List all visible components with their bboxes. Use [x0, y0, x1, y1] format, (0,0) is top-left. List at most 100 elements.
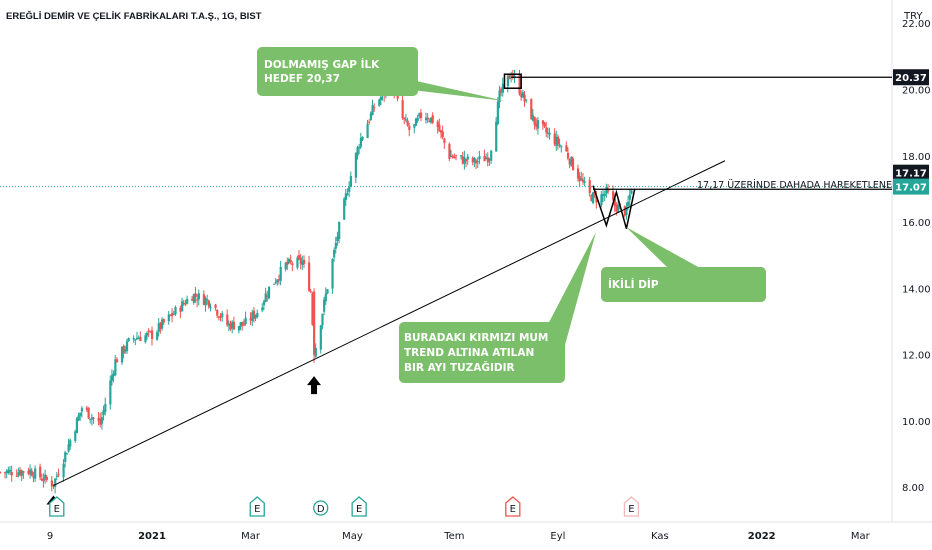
- earnings-marker-icon[interactable]: E: [623, 496, 640, 517]
- candle-body: [17, 472, 20, 476]
- candle-body: [331, 259, 334, 289]
- candle-body: [378, 99, 381, 106]
- candle-body: [172, 313, 175, 315]
- dividend-marker-icon[interactable]: D: [313, 500, 329, 516]
- candle-body: [206, 299, 209, 301]
- candle-body: [151, 330, 154, 339]
- candle-body: [565, 145, 568, 152]
- candle-body: [186, 298, 189, 304]
- candle-body: [39, 466, 42, 478]
- price-axis[interactable]: 8.00 10.00 12.00 14.00 16.00 18.00 20.00 22.00: [902, 19, 931, 494]
- double-bottom-pattern[interactable]: [592, 185, 636, 229]
- candle-body: [343, 198, 346, 220]
- candle-body: [244, 317, 247, 325]
- candle-body: [284, 262, 287, 270]
- candle-body: [264, 293, 267, 302]
- candle-body: [553, 133, 556, 145]
- candle-body: [501, 83, 504, 93]
- candle-body: [45, 476, 48, 480]
- candle-body: [120, 346, 124, 363]
- earnings-marker-icon[interactable]: E: [505, 496, 521, 517]
- candle-body: [451, 155, 454, 158]
- candle-body: [179, 307, 182, 312]
- trap-annotation-line-3: BIR AYI TUZAĞIDIR: [404, 361, 515, 374]
- candle-body: [62, 463, 65, 478]
- candle-body: [525, 99, 528, 101]
- candle-body: [309, 291, 312, 293]
- trendline[interactable]: [53, 160, 726, 486]
- trap-annotation[interactable]: BURADAKI KIRMIZI MUM TREND ALTINA ATILAN…: [399, 232, 596, 383]
- gap-target-annotation[interactable]: DOLMAMIŞ GAP İLK HEDEF 20,37: [257, 47, 505, 101]
- candle-body: [241, 321, 244, 326]
- x-tick-label: 2022: [748, 531, 776, 542]
- candle-body: [413, 124, 416, 128]
- double-bottom-box: [601, 267, 766, 302]
- candle-body: [237, 325, 241, 331]
- candle-body: [536, 120, 540, 129]
- candle-body: [32, 476, 35, 478]
- candle-body: [560, 146, 563, 148]
- candle-body: [321, 314, 324, 326]
- candle-body: [77, 415, 80, 421]
- candle-body: [323, 299, 326, 312]
- gap-annotation-pointer: [412, 80, 505, 101]
- x-tick-label: 9: [47, 531, 53, 542]
- candle-body: [490, 150, 493, 161]
- x-tick-label: 2021: [138, 531, 166, 542]
- candle-body: [461, 156, 464, 164]
- candle-body: [590, 195, 593, 202]
- candle-body: [583, 181, 586, 183]
- candle-body: [50, 480, 53, 487]
- candle-body: [513, 75, 516, 77]
- candle-body: [112, 373, 115, 376]
- candle-body: [455, 155, 458, 157]
- candle-body: [429, 117, 433, 123]
- event-marker-label: E: [54, 504, 60, 515]
- candle-body: [555, 136, 558, 146]
- candle-body: [277, 279, 281, 281]
- candle-body: [349, 175, 352, 187]
- candle-body: [298, 255, 301, 259]
- candle-body: [207, 300, 211, 307]
- earnings-marker-icon[interactable]: E: [351, 496, 367, 517]
- double-bottom-annotation[interactable]: İKİLİ DİP: [601, 227, 766, 302]
- x-tick-label: Kas: [651, 531, 669, 542]
- candle-body: [80, 408, 84, 412]
- trap-annotation-line-1: BURADAKI KIRMIZI MUM: [404, 332, 548, 344]
- last-price-text: 17.07: [895, 183, 927, 194]
- candle-body: [90, 417, 94, 420]
- gap-target-price-tag: 20.37: [893, 69, 929, 86]
- candle-body: [87, 407, 90, 419]
- candle-body: [125, 341, 129, 352]
- candle-body: [65, 453, 69, 455]
- candle-body: [231, 321, 234, 329]
- candle-body: [406, 120, 409, 126]
- candle-body: [5, 470, 8, 474]
- gap-box: [503, 73, 522, 89]
- candle-body: [366, 123, 369, 139]
- candle-body: [9, 469, 12, 472]
- candle-body: [100, 417, 104, 424]
- candle-body: [603, 193, 606, 196]
- event-marker-label: E: [356, 504, 362, 515]
- candle-body: [102, 409, 105, 415]
- candle-body: [171, 313, 174, 317]
- earnings-marker-icon[interactable]: E: [49, 496, 65, 517]
- candle-body: [313, 291, 316, 355]
- candle-body: [401, 100, 404, 118]
- candle-body: [182, 302, 185, 304]
- candle-body: [612, 191, 615, 200]
- candle-body: [286, 261, 289, 265]
- candle-body: [607, 189, 610, 192]
- candle-body: [289, 260, 292, 263]
- candle-body: [548, 132, 551, 135]
- candle-body: [359, 137, 363, 147]
- candle-body: [54, 478, 57, 487]
- earnings-marker-icon[interactable]: E: [249, 496, 265, 517]
- candle-body: [85, 407, 89, 410]
- candle-body: [485, 157, 488, 159]
- time-axis[interactable]: 9 2021 Mar May Tem Eyl Kas 2022 Mar: [47, 531, 871, 542]
- candle-body: [266, 295, 269, 297]
- candle-body: [595, 196, 598, 203]
